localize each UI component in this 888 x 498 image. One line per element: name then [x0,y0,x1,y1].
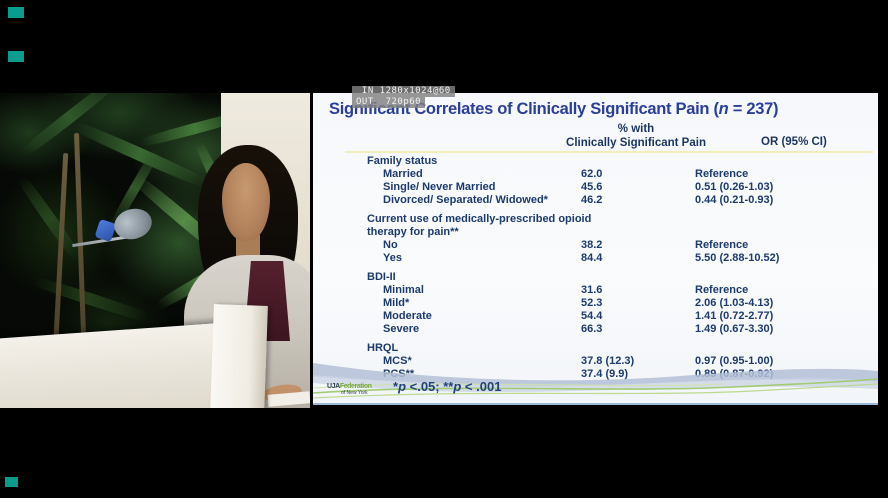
section-family-status: Family status Married 62.0 Reference Sin… [367,155,862,207]
row-pct: 37.8 (12.3) [581,355,635,367]
section-header: Family status [367,155,438,167]
row-pct: 45.6 [581,181,603,193]
row-or: 2.06 (1.03-4.13) [695,297,774,309]
section-opioid-therapy: Current use of medically-prescribed opio… [367,213,862,265]
row-label: Minimal [383,284,424,296]
row-or: 5.50 (2.88-10.52) [695,252,780,264]
table-row: MCS* 37.8 (12.3) 0.97 (0.95-1.00) [367,355,862,368]
slide-title-post: = 237) [728,100,779,118]
uja-federation-logo: UJAFederation of New York [327,383,372,396]
video-glitch-artifact [8,51,24,62]
slide-title-n: n [718,100,729,118]
row-label: Divorced/ Separated/ Widowed* [383,194,548,206]
column-header-percent: % with Clinically Significant Pain [541,122,731,150]
footnote-end: < .001 [461,379,502,394]
logo-text-of-new-york: of New York [341,390,368,396]
leaf [16,174,84,264]
speaker-video-frame [0,93,310,408]
table-row: Divorced/ Separated/ Widowed* 46.2 0.44 … [367,194,862,207]
footnote-mid: <.05; ** [406,379,454,394]
row-pct: 52.3 [581,297,603,309]
header-divider [345,151,873,153]
section-header: Current use of medically-prescribed opio… [367,213,592,238]
logo-text-federation: Federation [339,383,372,390]
row-pct: 54.4 [581,310,603,322]
column-header-percent-line2: Clinically Significant Pain [566,137,706,149]
row-pct: 62.0 [581,168,603,180]
row-label: Married [383,168,423,180]
row-or: Reference [695,284,749,296]
table-row: Mild* 52.3 2.06 (1.03-4.13) [367,297,862,310]
row-label: MCS* [383,355,412,367]
video-glitch-artifact [5,477,18,487]
table-row: Moderate 54.4 1.41 (0.72-2.77) [367,310,862,323]
capture-input-resolution: IN 1280x1024@60 [352,86,455,97]
row-label: Yes [383,252,402,264]
row-label: Single/ Never Married [383,181,496,193]
row-label: No [383,239,398,251]
capture-output-resolution: OUT 720p60 [352,97,426,108]
footnote-p2: p [453,379,462,394]
table-row: Yes 84.4 5.50 (2.88-10.52) [367,252,862,265]
footnote-p1: p [398,379,407,394]
row-or: Reference [695,239,749,251]
podium [0,322,230,408]
row-or: 0.44 (0.21-0.93) [695,194,774,206]
row-label: Severe [383,323,420,335]
speaker-face [222,163,270,241]
row-label: Mild* [383,297,410,309]
slide-title-pre: Significant Correlates of Clinically Sig… [329,100,719,118]
table-row: Married 62.0 Reference [367,168,862,181]
capture-resolution-overlay: IN 1280x1024@60 OUT 720p60 [352,86,455,108]
table-row: No 38.2 Reference [367,239,862,252]
row-or: 1.41 (0.72-2.77) [695,310,774,322]
row-pct: 31.6 [581,284,603,296]
correlates-table: Family status Married 62.0 Reference Sin… [367,155,862,387]
slide-footer: UJAFederation of New York *p <.05; **p <… [313,378,878,403]
row-pct: 37.4 (9.9) [581,368,629,380]
row-or: 1.49 (0.67-3.30) [695,323,774,335]
row-pct: 46.2 [581,194,603,206]
footnote-star1: * [393,379,399,394]
section-header: HRQL [367,342,399,354]
section-header: BDI-II [367,271,396,283]
logo-text-uja: UJA [327,383,340,390]
leaf [19,93,121,159]
row-or: Reference [695,168,749,180]
row-pct: 66.3 [581,323,603,335]
column-header-percent-line1: % with [617,123,655,135]
pvalue-footnote: *p <.05; **p < .001 [393,379,501,394]
row-label: Moderate [383,310,432,322]
leaf [31,274,149,324]
table-row: Minimal 31.6 Reference [367,284,862,297]
section-bdi-ii: BDI-II Minimal 31.6 Reference Mild* 52.3… [367,271,862,336]
column-header-or: OR (95% CI) [761,136,827,148]
plant-stem [52,153,69,353]
wave-decoration [313,363,878,399]
presentation-slide: Significant Correlates of Clinically Sig… [313,93,878,405]
table-row: Single/ Never Married 45.6 0.51 (0.26-1.… [367,181,862,194]
row-or: 0.51 (0.26-1.03) [695,181,774,193]
row-or: 0.97 (0.95-1.00) [695,355,774,367]
table-row: Severe 66.3 1.49 (0.67-3.30) [367,323,862,336]
row-pct: 84.4 [581,252,603,264]
row-pct: 38.2 [581,239,603,251]
podium-front-board [210,304,268,408]
video-glitch-artifact [8,7,24,18]
slide-title: Significant Correlates of Clinically Sig… [329,100,874,119]
